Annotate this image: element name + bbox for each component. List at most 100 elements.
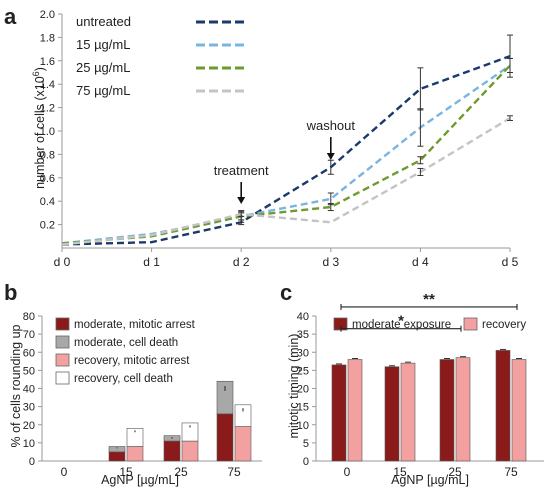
b-legend-swatch-2 <box>55 353 70 367</box>
b-bar-segment <box>181 422 199 442</box>
b-ytick-label: 50 <box>23 365 35 377</box>
b-bar-segment <box>234 404 252 427</box>
b-xtick-label: 25 <box>174 465 188 479</box>
c-ytick-label: 30 <box>297 347 309 359</box>
c-ytick-label: 5 <box>303 438 309 450</box>
a-legend-label-1: 15 µg/mL <box>76 37 130 52</box>
b-legend-label-3: recovery, cell death <box>74 373 173 385</box>
b-ytick-label: 20 <box>23 420 35 432</box>
a-annotation-label: treatment <box>214 163 269 178</box>
b-bar-segment <box>163 440 181 462</box>
panel-c-axes: 0 5 10 15 20 25 30 35 40 0 15 25 75 <box>297 311 544 479</box>
a-xtick-label: d 1 <box>143 255 160 269</box>
b-bar-segment <box>234 426 252 462</box>
c-legend-label-0: moderate exposure <box>352 319 451 331</box>
a-ytick-label: 0.4 <box>40 196 55 208</box>
panel-a-annotations: treatment washout <box>214 118 356 204</box>
a-annotation-label: washout <box>306 118 356 133</box>
a-ytick-label: 1.6 <box>40 56 55 68</box>
b-xtick-label: 0 <box>61 465 68 479</box>
c-sig-label: * <box>398 313 404 330</box>
panel-a-ylabel: number of cells (x106) <box>31 67 47 189</box>
c-xtick-label: 75 <box>504 465 518 479</box>
c-ytick-label: 35 <box>297 329 309 341</box>
b-ytick-label: 10 <box>23 438 35 450</box>
b-bar-segment <box>181 440 199 462</box>
panel-c-letter: c <box>280 280 292 305</box>
c-bar <box>347 359 363 462</box>
c-legend-swatch-1 <box>463 317 478 331</box>
b-bar-segment <box>216 380 234 415</box>
c-bar <box>511 359 527 462</box>
b-legend-swatch-0 <box>55 317 70 331</box>
panel-b-letter: b <box>4 280 17 305</box>
panel-c-legend: moderate exposure recovery <box>333 317 526 331</box>
c-ytick-label: 10 <box>297 420 309 432</box>
b-ytick-label: 30 <box>23 402 35 414</box>
c-bar <box>331 364 347 462</box>
panel-b-ylabel: % of cells rounding up <box>9 324 23 447</box>
b-bar-segment <box>126 446 144 462</box>
panel-a-series <box>61 34 513 246</box>
panel-a: a number of cells (x106) 0.2 0.4 0.6 0.8 1.0… <box>4 4 519 269</box>
a-ytick-label: 1.8 <box>40 32 55 44</box>
a-xtick-label: d 5 <box>502 255 519 269</box>
b-legend-label-2: recovery, mitotic arrest <box>74 355 190 367</box>
c-ytick-label: 25 <box>297 365 309 377</box>
b-ytick-label: 70 <box>23 329 35 341</box>
panel-b: b % of cells rounding up AgNP [µg/mL] 0 1… <box>4 280 262 487</box>
panel-b-axes: 0 10 20 30 40 50 60 70 80 0 15 25 75 <box>23 311 262 479</box>
b-bar-segment <box>126 428 144 447</box>
c-legend-label-1: recovery <box>482 319 526 331</box>
panel-c-bars <box>331 348 527 462</box>
a-ytick-label: 0.8 <box>40 149 55 161</box>
a-xtick-label: d 2 <box>233 255 250 269</box>
c-xtick-label: 25 <box>448 465 462 479</box>
panel-c-ylabel: mitotic timing (min) <box>287 334 301 439</box>
b-bar-segment <box>108 451 126 462</box>
a-legend-label-0: untreated <box>76 14 131 29</box>
panel-c-significance: *** <box>340 291 518 332</box>
b-bar-segment <box>216 413 234 462</box>
a-ytick-label: 1.4 <box>40 79 55 91</box>
b-legend-label-0: moderate, mitotic arrest <box>74 319 196 331</box>
c-ytick-label: 20 <box>297 384 309 396</box>
a-series-line-3 <box>61 117 511 246</box>
b-bar-segment <box>108 446 126 453</box>
c-sig-label: ** <box>423 291 435 308</box>
panel-c-xlabel: AgNP [µg/mL] <box>391 473 469 487</box>
a-ytick-label: 0.6 <box>40 173 55 185</box>
b-legend-swatch-3 <box>55 371 70 385</box>
b-ytick-label: 0 <box>29 456 35 468</box>
b-legend-swatch-1 <box>55 335 70 349</box>
b-ytick-label: 60 <box>23 347 35 359</box>
a-ytick-label: 0.2 <box>40 220 55 232</box>
panel-b-bars <box>108 380 252 462</box>
a-ytick-label: 1.2 <box>40 103 55 115</box>
a-series-line-2 <box>61 64 511 245</box>
c-xtick-label: 0 <box>344 465 351 479</box>
panel-c: c mitotic timing (min) AgNP [µg/mL] 0 5 10… <box>280 280 544 487</box>
c-bar <box>439 359 455 462</box>
c-bar <box>495 350 511 462</box>
c-bar <box>455 357 471 462</box>
c-ytick-label: 40 <box>297 311 309 323</box>
c-bar <box>400 362 416 462</box>
arrow-head <box>326 153 335 160</box>
b-xtick-label: 15 <box>119 465 133 479</box>
c-xtick-label: 15 <box>393 465 407 479</box>
panel-b-xlabel: AgNP [µg/mL] <box>101 473 179 487</box>
a-legend-label-2: 25 µg/mL <box>76 60 130 75</box>
panel-a-legend: untreated 15 µg/mL 25 µg/mL 75 µg/mL <box>76 14 246 98</box>
b-ytick-label: 40 <box>23 384 35 396</box>
a-series-line-0 <box>61 54 511 246</box>
arrow-head <box>237 197 246 204</box>
b-xtick-label: 75 <box>227 465 241 479</box>
a-xtick-label: d 3 <box>322 255 339 269</box>
a-xtick-label: d 4 <box>412 255 429 269</box>
panel-a-letter: a <box>4 4 17 29</box>
a-xtick-label: d 0 <box>54 255 71 269</box>
c-ytick-label: 15 <box>297 402 309 414</box>
c-ytick-label: 0 <box>303 456 309 468</box>
